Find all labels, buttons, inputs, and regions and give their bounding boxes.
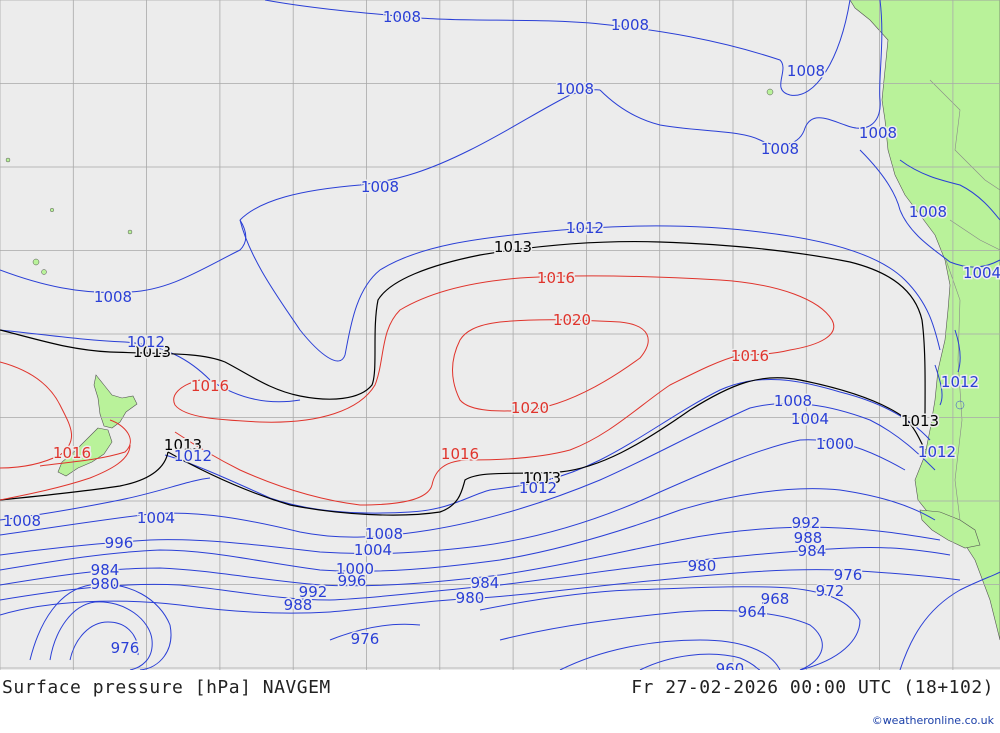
isobars-high xyxy=(0,275,835,506)
credit-link[interactable]: ©weatheronline.co.uk xyxy=(871,714,994,727)
isobar-label: 1012 xyxy=(519,479,557,497)
isobar-label: 988 xyxy=(284,596,313,614)
isobar-label: 968 xyxy=(761,590,790,608)
isobar-label: 984 xyxy=(91,561,120,579)
isobar-label: 1012 xyxy=(941,373,979,391)
chart-title: Surface pressure [hPa] NAVGEM xyxy=(2,677,331,698)
isobar-label: 1008 xyxy=(383,8,421,26)
isobar-label: 1016 xyxy=(441,445,479,463)
isobar-label: 988 xyxy=(794,529,823,547)
isobar-label: 976 xyxy=(111,639,140,657)
isobar-label: 1020 xyxy=(511,399,549,417)
isobar-label: 1008 xyxy=(787,62,825,80)
isobar-label: 1008 xyxy=(859,124,897,142)
new-zealand-south-island xyxy=(57,427,113,477)
isobar-label: 980 xyxy=(91,575,120,593)
isobars-low xyxy=(0,0,1000,670)
isobar-label: 1008 xyxy=(3,512,41,530)
isobar-label: 1008 xyxy=(909,203,947,221)
isobar-label: 1016 xyxy=(53,444,91,462)
isobar-label: 972 xyxy=(816,582,845,600)
small-islands xyxy=(5,88,965,410)
isobar-label: 1013 xyxy=(901,412,939,430)
isobar-label: 1016 xyxy=(537,269,575,287)
isobar-1013 xyxy=(0,240,926,516)
isobar-label: 1012 xyxy=(566,219,604,237)
isobar-label: 1020 xyxy=(553,311,591,329)
isobar-label: 976 xyxy=(351,630,380,648)
isobar-label: 984 xyxy=(471,574,500,592)
isobar-label: 1008 xyxy=(611,16,649,34)
isobar-label: 1008 xyxy=(761,140,799,158)
isobar-label: 1004 xyxy=(137,509,175,527)
new-zealand-north-island xyxy=(93,374,138,429)
isobar-label: 996 xyxy=(338,572,367,590)
isobar-label: 1013 xyxy=(133,343,171,361)
lat-lon-grid xyxy=(0,0,1000,670)
isobar-label: 976 xyxy=(834,566,863,584)
isobar-label: 1000 xyxy=(336,560,374,578)
isobar-label: 964 xyxy=(738,603,767,621)
isobar-label: 1016 xyxy=(731,347,769,365)
isobar-label: 1008 xyxy=(556,80,594,98)
isobar-label: 1008 xyxy=(365,525,403,543)
ocean-background xyxy=(0,0,1000,670)
isobar-label: 1004 xyxy=(354,541,392,559)
isobar-label: 992 xyxy=(299,583,328,601)
isobar-label: 1012 xyxy=(918,443,956,461)
isobar-labels: 1008 1008 1008 1008 1008 1008 1008 1008 1008 1012… xyxy=(1,7,1000,671)
isobar-label: 1012 xyxy=(174,447,212,465)
isobar-label: 1000 xyxy=(816,435,854,453)
isobar-label: 984 xyxy=(798,542,827,560)
isobar-label: 980 xyxy=(688,557,717,575)
isobar-label: 1012 xyxy=(127,333,165,351)
isobar-label: 1004 xyxy=(791,410,829,428)
isobar-label: 996 xyxy=(105,534,134,552)
country-borders xyxy=(929,79,1000,521)
isobar-label: 992 xyxy=(792,514,821,532)
isobar-label: 980 xyxy=(456,589,485,607)
isobar-label: 1008 xyxy=(361,178,399,196)
isobar-label: 1013 xyxy=(523,469,561,487)
isobar-label: 1013 xyxy=(164,436,202,454)
isobar-label: 1008 xyxy=(94,288,132,306)
isobar-label: 960 xyxy=(716,660,745,670)
pressure-map: 60E170E180170W160W150W140W130W120W110W10… xyxy=(0,0,1000,670)
isobar-label: 1013 xyxy=(494,238,532,256)
valid-time: Fr 27-02-2026 00:00 UTC (18+102) xyxy=(631,677,994,698)
isobar-label: 1008 xyxy=(774,392,812,410)
isobar-label: 1004 xyxy=(963,264,1000,282)
isobar-label: 1016 xyxy=(191,377,229,395)
